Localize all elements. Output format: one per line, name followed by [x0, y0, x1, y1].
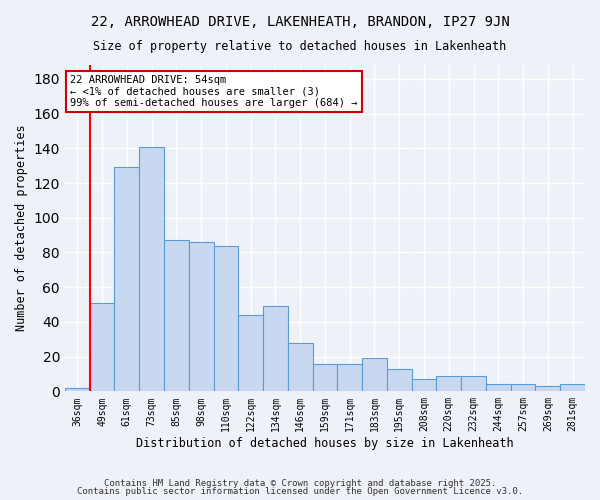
Bar — [486, 384, 511, 392]
Bar — [263, 306, 288, 392]
Bar — [313, 364, 337, 392]
Bar — [288, 342, 313, 392]
Bar — [387, 369, 412, 392]
Bar — [436, 376, 461, 392]
Bar — [214, 246, 238, 392]
Bar — [115, 168, 139, 392]
Bar — [89, 303, 115, 392]
Bar — [535, 386, 560, 392]
Bar — [560, 384, 585, 392]
Text: 22 ARROWHEAD DRIVE: 54sqm
← <1% of detached houses are smaller (3)
99% of semi-d: 22 ARROWHEAD DRIVE: 54sqm ← <1% of detac… — [70, 75, 358, 108]
Bar — [362, 358, 387, 392]
Y-axis label: Number of detached properties: Number of detached properties — [15, 125, 28, 332]
X-axis label: Distribution of detached houses by size in Lakenheath: Distribution of detached houses by size … — [136, 437, 514, 450]
Bar — [65, 388, 89, 392]
Text: Size of property relative to detached houses in Lakenheath: Size of property relative to detached ho… — [94, 40, 506, 53]
Bar — [461, 376, 486, 392]
Bar — [511, 384, 535, 392]
Bar — [189, 242, 214, 392]
Text: 22, ARROWHEAD DRIVE, LAKENHEATH, BRANDON, IP27 9JN: 22, ARROWHEAD DRIVE, LAKENHEATH, BRANDON… — [91, 15, 509, 29]
Text: Contains HM Land Registry data © Crown copyright and database right 2025.: Contains HM Land Registry data © Crown c… — [104, 478, 496, 488]
Bar — [139, 146, 164, 392]
Bar — [238, 315, 263, 392]
Bar — [337, 364, 362, 392]
Text: Contains public sector information licensed under the Open Government Licence v3: Contains public sector information licen… — [77, 487, 523, 496]
Bar — [412, 379, 436, 392]
Bar — [164, 240, 189, 392]
